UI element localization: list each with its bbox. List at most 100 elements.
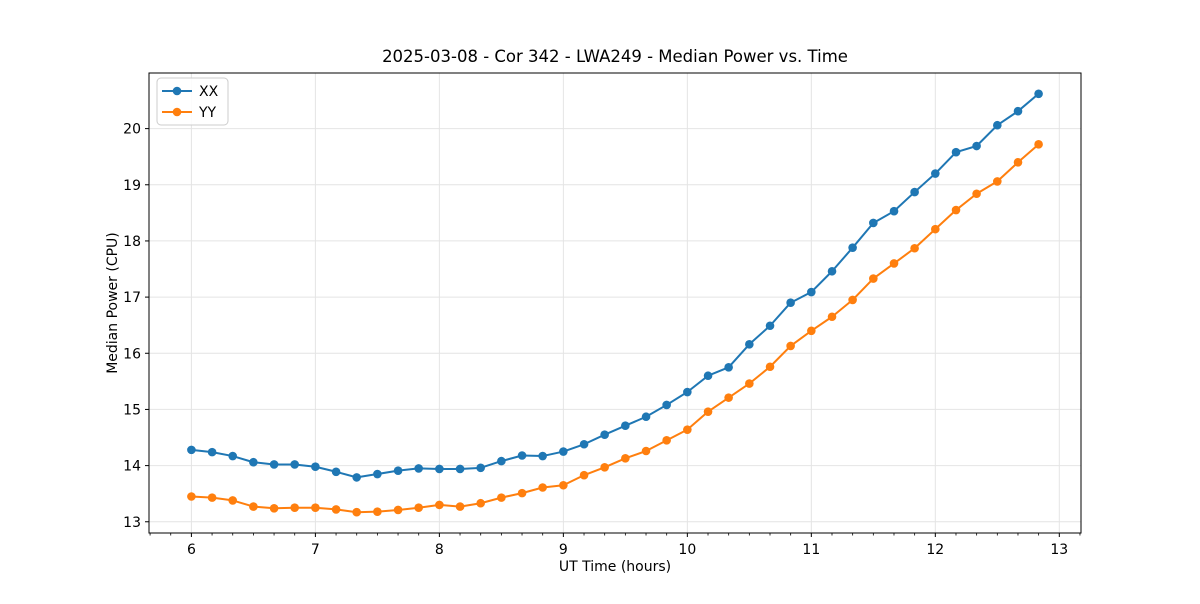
tick-layer: 6 7 8 9 10 11 12 13 13 14 15 16 17 18 19 20	[123, 122, 1081, 558]
series-yy-point	[931, 224, 940, 234]
y-axis-label: Median Power (CPU)	[105, 232, 121, 374]
legend-label-yy: YY	[198, 105, 217, 121]
series-yy-point	[559, 480, 568, 490]
series-xx-point	[517, 451, 527, 460]
series-yy-point	[207, 493, 217, 502]
y-tick-label: 19	[123, 178, 141, 194]
series-yy-point	[1034, 140, 1043, 149]
series-xx-point	[972, 141, 981, 151]
series-xx-point	[207, 447, 217, 457]
series-yy-point	[745, 379, 754, 388]
series-yy-point	[311, 503, 320, 513]
series-yy-point	[993, 177, 1002, 186]
series-yy-point	[621, 453, 630, 463]
series-xx-point	[807, 287, 816, 297]
series-xx-point	[848, 243, 857, 252]
series-xx-point	[600, 430, 609, 440]
x-tick-label: 11	[802, 542, 820, 558]
series-xx-point	[228, 451, 237, 461]
series-yy-point	[910, 243, 919, 253]
y-tick-label: 18	[123, 234, 141, 250]
series-yy-point	[662, 436, 671, 445]
y-tick-label: 17	[123, 290, 141, 306]
series-xx-point	[889, 206, 899, 216]
series-yy-point	[373, 507, 382, 516]
x-tick-label: 9	[559, 542, 568, 558]
x-tick-label: 10	[678, 542, 696, 558]
series-xx-point	[269, 460, 279, 469]
x-tick-label: 6	[187, 542, 196, 558]
series-xx-point	[662, 400, 671, 410]
series-xx-point	[724, 363, 733, 372]
legend: XX YY	[156, 77, 229, 126]
series-yy-point	[951, 205, 961, 215]
series-xx-point	[290, 460, 299, 469]
legend-marker-xx	[172, 86, 182, 96]
plot-frame	[148, 72, 1082, 534]
series-yy-point	[827, 312, 837, 322]
series-xx-point	[683, 387, 692, 397]
series-xx-point	[869, 218, 878, 228]
series-xx-point	[993, 120, 1002, 130]
chart-title: 2025-03-08 - Cor 342 - LWA249 - Median P…	[382, 47, 848, 66]
series-xx-point	[931, 169, 940, 178]
x-tick-label: 13	[1050, 542, 1068, 558]
series-xx-point	[765, 321, 775, 331]
series-yy-point	[497, 493, 506, 502]
series-xx-point	[414, 464, 423, 473]
series-yy-line	[190, 143, 1040, 514]
series-yy-point	[228, 496, 237, 505]
series-xx-point	[703, 371, 713, 381]
series-yy-point	[269, 503, 279, 513]
series-xx-point	[641, 412, 651, 422]
x-tick-label: 8	[435, 542, 444, 558]
series-yy-point	[683, 425, 692, 434]
y-tick-label: 14	[123, 459, 141, 475]
legend-label-xx: XX	[199, 84, 219, 100]
series-yy-point	[869, 274, 878, 283]
series-xx-point	[786, 298, 795, 308]
series-xx-point	[910, 187, 919, 197]
x-tick-label: 7	[311, 542, 320, 558]
series-xx-point	[331, 467, 341, 477]
series-yy-point	[641, 446, 651, 456]
y-tick-label: 13	[123, 515, 141, 531]
series-yy-point	[414, 503, 423, 513]
y-tick-label: 15	[123, 402, 141, 418]
series-yy-point	[352, 507, 361, 517]
x-axis-label: UT Time (hours)	[559, 559, 671, 575]
series-yy-point	[765, 362, 775, 372]
series-yy-point	[703, 407, 713, 416]
series-xx-point	[476, 463, 485, 473]
series-yy-point	[1013, 158, 1023, 167]
series-xx-point	[393, 466, 403, 475]
series-yy-point	[290, 503, 299, 513]
series-layer	[187, 89, 1043, 517]
series-yy-point	[538, 483, 547, 492]
y-tick-label: 16	[123, 346, 141, 362]
series-xx-point	[538, 451, 547, 461]
series-xx-point	[559, 447, 568, 456]
series-yy-point	[786, 341, 795, 351]
legend-marker-yy	[172, 107, 182, 117]
series-yy-point	[807, 326, 816, 336]
series-xx-point	[435, 464, 444, 474]
series-xx-point	[579, 439, 589, 449]
series-yy-point	[848, 295, 857, 305]
series-xx-point	[1013, 106, 1023, 116]
series-xx-point	[827, 266, 837, 276]
series-xx-point	[951, 147, 961, 157]
series-yy-point	[579, 470, 589, 480]
series-yy-point	[724, 393, 733, 402]
series-xx-point	[1034, 89, 1043, 99]
series-xx-point	[311, 462, 320, 472]
series-yy-point	[331, 505, 341, 514]
series-yy-point	[517, 488, 527, 498]
series-yy-point	[600, 462, 609, 472]
series-xx-point	[621, 421, 630, 431]
series-yy-point	[889, 259, 899, 268]
series-xx-point	[745, 339, 754, 349]
series-yy-point	[972, 189, 981, 199]
